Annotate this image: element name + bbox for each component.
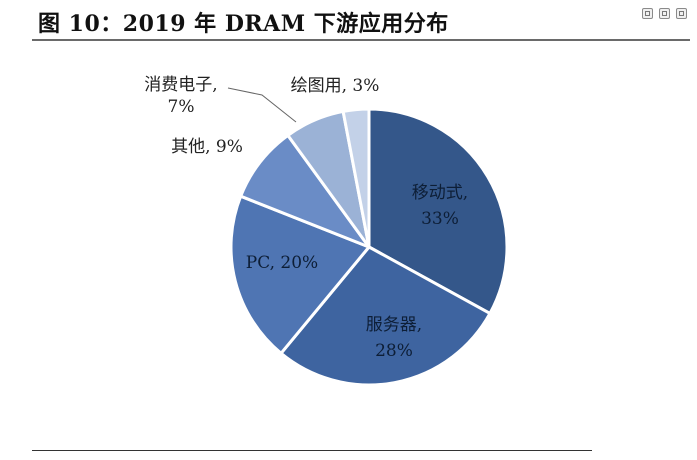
pie-label-2: PC, 20% — [246, 253, 318, 273]
close-icon[interactable] — [676, 8, 687, 19]
pie-label-0: 33% — [421, 209, 459, 229]
leader-line — [227, 87, 297, 123]
pie-label-4: 7% — [168, 97, 195, 117]
pie-label-0: 移动式, — [412, 183, 468, 203]
pie-slice-0 — [367, 107, 509, 315]
minimize-icon[interactable] — [642, 8, 653, 19]
pie-label-3: 其他, 9% — [171, 137, 243, 157]
bottom-divider — [32, 450, 592, 451]
title-bar: 图 10：2019 年 DRAM 下游应用分布 — [0, 0, 697, 41]
pie-label-1: 服务器, — [366, 315, 422, 335]
pie-label-1: 28% — [375, 341, 413, 361]
restore-icon[interactable] — [659, 8, 670, 19]
window-controls — [642, 8, 687, 19]
pie-slice-2 — [229, 194, 371, 355]
pie-labels: 移动式, 33% 服务器, 28% PC, 20% 其他, 9% 消费电子,7% 绘图用, 3… — [144, 75, 468, 361]
title-divider — [32, 39, 690, 41]
pie-slice-1 — [279, 245, 492, 387]
pie-slices — [229, 107, 509, 387]
pie-slice-5 — [341, 107, 371, 249]
pie-label-4: 消费电子, — [144, 75, 217, 95]
pie-label-5: 绘图用, 3% — [291, 76, 380, 96]
chart-title: 图 10：2019 年 DRAM 下游应用分布 — [38, 11, 449, 37]
